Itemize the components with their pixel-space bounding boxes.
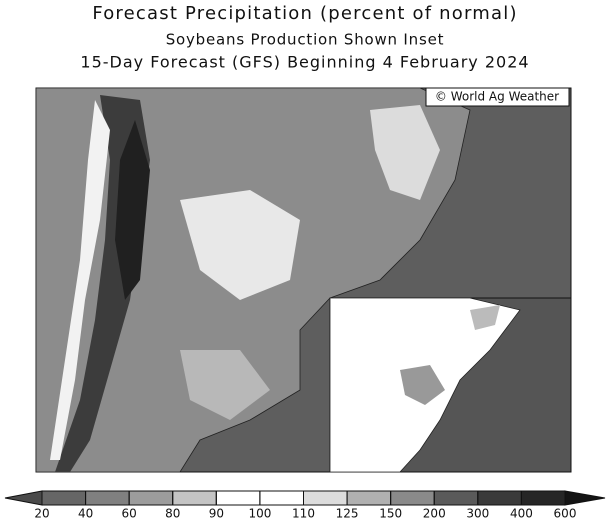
legend-swatch	[128, 490, 174, 506]
legend-swatch	[520, 490, 566, 506]
legend-swatch	[85, 490, 130, 506]
title: Forecast Precipitation (percent of norma…	[92, 3, 517, 24]
legend-swatch	[564, 490, 606, 506]
legend-label: 125	[336, 507, 359, 521]
wet-zone	[370, 105, 440, 200]
legend-swatch	[303, 490, 348, 506]
legend-label: 20	[34, 507, 49, 521]
legend-swatch	[346, 490, 392, 506]
legend-label: 150	[379, 507, 402, 521]
legend-label: 400	[510, 507, 533, 521]
subtitle: Soybeans Production Shown Inset	[166, 31, 445, 49]
dry-zone	[115, 120, 150, 300]
legend-label: 600	[554, 507, 577, 521]
moderate-zone	[180, 350, 270, 420]
legend-swatch	[259, 490, 304, 506]
legend-label: 110	[292, 507, 315, 521]
forecast-line: 15-Day Forecast (GFS) Beginning 4 Februa…	[80, 53, 529, 72]
legend: 20 40 60 80 90 100 110 125 150 200 300 400 600	[4, 490, 606, 521]
legend-label: 80	[165, 507, 180, 521]
legend-swatch	[477, 490, 522, 506]
credit: © World Ag Weather	[435, 90, 559, 104]
legend-swatch	[172, 490, 217, 506]
inset-shade	[470, 305, 500, 330]
credit-box	[425, 87, 570, 107]
legend-swatch	[41, 490, 87, 506]
legend-swatch	[215, 490, 261, 506]
legend-label: 40	[78, 507, 93, 521]
legend-label: 60	[122, 507, 137, 521]
legend-label: 300	[466, 507, 489, 521]
legend-swatch	[433, 490, 479, 506]
legend-label: 90	[209, 507, 224, 521]
legend-label: 100	[248, 507, 271, 521]
wet-zone	[50, 100, 110, 460]
main-map: © World Ag Weather	[35, 87, 572, 473]
inset-map	[329, 297, 572, 473]
legend-swatch	[4, 490, 43, 506]
legend-swatch	[390, 490, 435, 506]
legend-label: 200	[423, 507, 446, 521]
inset-shade	[400, 365, 445, 405]
wet-zone	[180, 190, 300, 300]
